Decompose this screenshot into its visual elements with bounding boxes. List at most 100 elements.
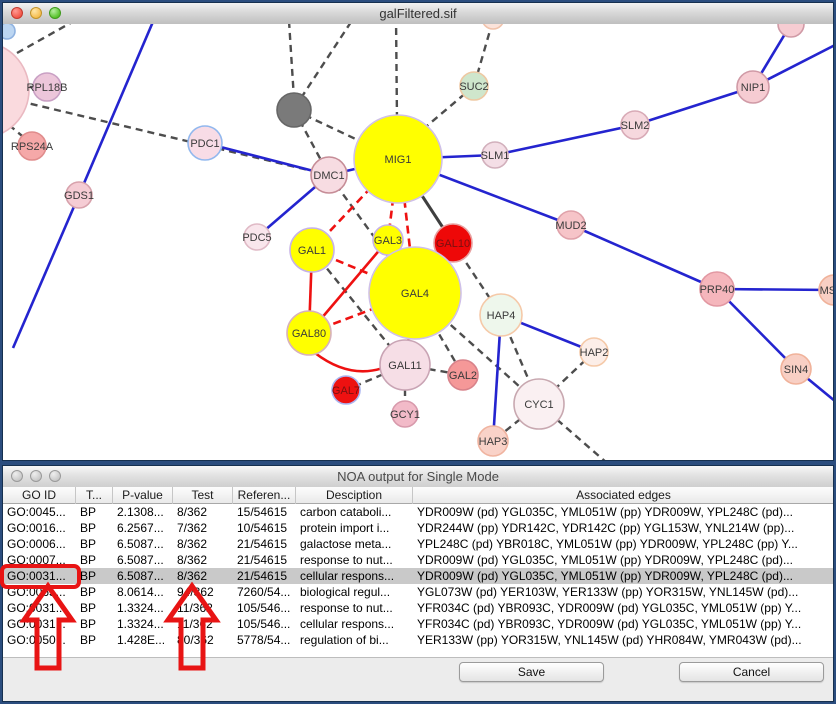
node-GAL7[interactable] (331, 375, 361, 405)
cell: GO:0050... (7, 633, 66, 647)
node-SLM2[interactable] (620, 110, 650, 140)
node-MUD2[interactable] (556, 210, 586, 240)
node-GCY1[interactable] (391, 400, 419, 428)
column-header-test[interactable]: Test (173, 487, 233, 504)
column-header-t[interactable]: T... (76, 487, 113, 504)
column-header-pvalue[interactable]: P-value (113, 487, 173, 504)
cell: 94/362 (177, 585, 214, 599)
node-SIN4[interactable] (780, 353, 812, 385)
table-row[interactable]: GO:0006... BP 6.5087... 8/362 21/54615 galact… (3, 536, 833, 552)
save-button[interactable]: Save (459, 662, 604, 682)
node-tr-node[interactable] (777, 24, 805, 38)
cell: 8/362 (177, 569, 208, 583)
cell: protein import i... (300, 521, 390, 535)
table-row[interactable]: GO:0031... BP 6.5087... 8/362 21/54615 cellul… (3, 568, 833, 584)
table-row[interactable]: GO:0031... BP 1.3324... 11/362 105/546... res… (3, 600, 833, 616)
node-big-left[interactable] (3, 42, 30, 138)
node-HAP3[interactable] (477, 425, 509, 457)
cell: 21/54615 (237, 569, 288, 583)
cell: GO:0016... (7, 521, 66, 535)
node-GAL80[interactable] (286, 310, 332, 356)
node-SLM1[interactable] (481, 141, 509, 169)
cell: 1.3324... (117, 601, 164, 615)
table-header-row: GO ID T... P-value Test Referen... Desciption… (3, 487, 833, 504)
node-MSL5[interactable] (818, 274, 833, 306)
edge-blue (570, 223, 718, 291)
node-GDS1[interactable] (65, 181, 93, 209)
column-header-desciption[interactable]: Desciption (296, 487, 413, 504)
cell: BP (80, 569, 97, 583)
edge-blue (634, 85, 754, 127)
table-row[interactable]: GO:0007... BP 6.5087... 8/362 21/54615 respon… (3, 552, 833, 568)
cell: 105/546... (237, 617, 291, 631)
edge-blue (204, 141, 330, 177)
zoom-button[interactable] (49, 470, 61, 482)
node-label: HAP4 (487, 310, 516, 322)
node-label: PRP40 (700, 284, 735, 296)
node-PDC5[interactable] (243, 223, 271, 251)
noa-window-titlebar[interactable]: NOA output for Single Mode (3, 466, 833, 488)
cancel-button[interactable]: Cancel (679, 662, 824, 682)
node-RPL18B[interactable] (32, 72, 62, 102)
close-button[interactable] (11, 7, 23, 19)
minimize-button[interactable] (30, 470, 42, 482)
cell: GO:0065... (7, 585, 66, 599)
cell: 7/362 (177, 521, 208, 535)
node-gray-node[interactable] (276, 92, 312, 128)
node-RPS24A[interactable] (17, 131, 47, 161)
table-row[interactable]: GO:0065... BP 8.0614... 94/362 7260/54... bio… (3, 584, 833, 600)
node-HAP4[interactable] (479, 293, 523, 337)
node-PDC1[interactable] (187, 125, 223, 161)
node-GAL10[interactable] (433, 223, 473, 263)
node-top-node[interactable] (482, 24, 504, 30)
cell: 11/362 (177, 601, 213, 615)
minimize-button[interactable] (30, 7, 42, 19)
cell: GO:0007... (7, 553, 66, 567)
cell: BP (80, 585, 97, 599)
cell: 6.5087... (117, 569, 164, 583)
cell: 8/362 (177, 553, 208, 567)
column-header-referen[interactable]: Referen... (233, 487, 296, 504)
node-corner-tl[interactable] (3, 24, 16, 40)
zoom-button[interactable] (49, 7, 61, 19)
table-row[interactable]: GO:0045... BP 2.1308... 8/362 15/54615 carbon… (3, 504, 833, 520)
node-label: PDC1 (190, 138, 219, 150)
table-row[interactable]: GO:0016... BP 6.2567... 7/362 10/54615 protei… (3, 520, 833, 536)
cell: 8/362 (177, 537, 208, 551)
cell: 8.0614... (117, 585, 164, 599)
node-PRP40[interactable] (699, 271, 735, 307)
edge-blue (77, 24, 154, 196)
node-label: GAL10 (436, 238, 470, 250)
column-header-associatededges[interactable]: Associated edges (413, 487, 833, 504)
cell: BP (80, 553, 97, 567)
network-canvas[interactable]: RPL18B RPS24A GDS1 PDC1 DMC1 SUC2 MIG1 SLM1 SLM2… (3, 24, 833, 460)
cell: carbon cataboli... (300, 505, 392, 519)
cell: 6.2567... (117, 521, 164, 535)
cell: response to nut... (300, 553, 393, 567)
graph-window-titlebar[interactable]: galFiltered.sif (3, 3, 833, 25)
edge-blue (494, 123, 636, 157)
node-MIG1[interactable] (353, 114, 443, 204)
node-SUC2[interactable] (459, 71, 489, 101)
node-GAL11[interactable] (379, 339, 431, 391)
node-NIP1[interactable] (736, 70, 770, 104)
node-label: MSL5 (820, 285, 833, 297)
table-row[interactable]: GO:0031... BP 1.3324... 11/362 105/546... cel… (3, 616, 833, 632)
node-GAL2[interactable] (447, 359, 479, 391)
table-row[interactable]: GO:0050... BP 1.428E... 80/362 5778/54... reg… (3, 632, 833, 648)
node-label: SLM1 (481, 150, 510, 162)
cell: YDR009W (pd) YGL035C, YML051W (pp) YDR00… (417, 569, 793, 583)
cell: 21/54615 (237, 537, 288, 551)
edge-red (314, 351, 384, 373)
column-header-goid[interactable]: GO ID (3, 487, 76, 504)
node-DMC1[interactable] (310, 156, 348, 194)
node-GAL1[interactable] (289, 227, 335, 273)
cell: galactose meta... (300, 537, 392, 551)
node-HAP2[interactable] (579, 337, 609, 367)
node-CYC1[interactable] (513, 378, 565, 430)
node-label: HAP2 (580, 347, 609, 359)
network-graph: RPL18B RPS24A GDS1 PDC1 DMC1 SUC2 MIG1 SLM1 SLM2… (3, 24, 833, 460)
close-button[interactable] (11, 470, 23, 482)
cell: BP (80, 537, 97, 551)
node-GAL4[interactable] (368, 246, 462, 340)
